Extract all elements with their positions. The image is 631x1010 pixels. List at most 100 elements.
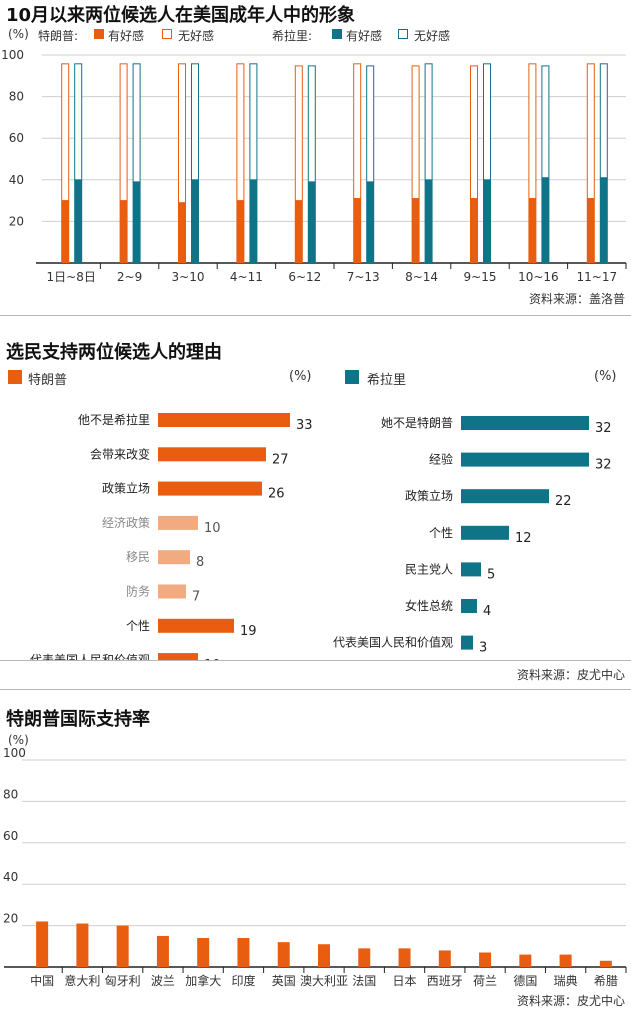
x-tick-label: 荷兰 (473, 974, 497, 988)
x-tick-label: 德国 (513, 973, 537, 988)
bar-clinton-unfavorable (541, 65, 550, 179)
legend-trump-label: 特朗普: (38, 29, 79, 43)
x-tick-label: 8~14 (405, 270, 438, 284)
bar-trump-unfavorable (61, 63, 70, 202)
bar-trump-favorable (178, 202, 186, 263)
value-label: 33 (296, 418, 313, 433)
bar-clinton-reason (461, 452, 589, 467)
bar-trump-unfavorable (528, 63, 537, 200)
chart2-right-unit: (%) (594, 369, 617, 384)
chart1-title: 10月以来两位候选人在美国成年人中的形象 (6, 5, 356, 26)
bar-trump-reason (158, 481, 262, 496)
x-tick-label: 2~9 (117, 270, 142, 284)
value-label: 10 (204, 521, 221, 536)
bar-clinton-unfavorable (366, 65, 375, 183)
y-tick-label: 40 (9, 173, 24, 187)
x-tick-label: 10~16 (518, 270, 559, 284)
category-label: 女性总统 (405, 598, 453, 613)
chart3-unit: (%) (8, 733, 29, 747)
category-label: 经验 (429, 452, 453, 467)
x-tick-label: 西班牙 (427, 974, 463, 988)
bar-clinton-favorable (541, 177, 550, 263)
bar-trump-reason (158, 550, 190, 565)
x-tick-label: 意大利 (64, 973, 100, 988)
bar-clinton-reason (461, 562, 481, 577)
chart2-title: 选民支持两位候选人的理由 (6, 342, 222, 363)
legend-trump-favorable-label: 有好感 (108, 29, 145, 43)
bar-clinton-favorable (424, 179, 433, 263)
bar-clinton-unfavorable (74, 63, 83, 181)
bar-trump-favorable (470, 198, 478, 263)
legend-clinton-header: 希拉里 (367, 373, 407, 388)
y-tick-label: 80 (3, 787, 18, 801)
bar-clinton-unfavorable (307, 65, 316, 183)
x-tick-label: 英国 (272, 974, 296, 988)
bar-clinton-unfavorable (132, 63, 141, 183)
y-tick-label: 80 (9, 90, 24, 104)
x-tick-label: 11~17 (577, 270, 618, 284)
legend-clinton-favorable-swatch (332, 29, 342, 39)
bar-clinton-reason (461, 599, 477, 613)
chart2-reasons: 他不是希拉里 33 会带来改变 27 政策立场 26 经济政策 10 移民 8 防务 7 个性 19 代表美… (30, 412, 612, 660)
x-tick-label: 澳大利亚 (300, 974, 348, 988)
bar-trump-reason (158, 653, 198, 660)
category-label: 会带来改变 (90, 446, 150, 461)
y-tick-label: 60 (3, 829, 18, 843)
value-label: 26 (268, 487, 285, 502)
value-label: 4 (483, 604, 491, 619)
category-label: 他不是希拉里 (78, 412, 150, 427)
x-tick-label: 瑞典 (554, 974, 578, 988)
x-tick-label: 希腊 (594, 973, 618, 988)
bar-support (398, 948, 411, 967)
category-label: 代表美国人民和价值观 (30, 652, 150, 660)
bar-clinton-reason (461, 489, 549, 504)
legend-clinton-swatch (345, 370, 359, 384)
legend-clinton-favorable-label: 有好感 (346, 29, 383, 43)
x-tick-label: 6~12 (288, 270, 321, 284)
value-label: 8 (196, 555, 204, 570)
chart1-source: 资料来源：盖洛普 (528, 292, 625, 306)
category-label: 个性 (126, 619, 150, 633)
chart3-title: 特朗普国际支持率 (6, 709, 150, 730)
bar-clinton-reason (461, 635, 473, 650)
bar-clinton-unfavorable (483, 63, 491, 181)
value-label: 5 (487, 567, 495, 582)
legend-trump-favorable-swatch (94, 29, 104, 39)
bar-trump-favorable (586, 198, 595, 263)
x-tick-label: 印度 (231, 973, 255, 988)
bar-trump-favorable (119, 200, 128, 263)
x-tick-label: 中国 (30, 973, 54, 988)
legend-clinton-unfavorable-label: 无好感 (414, 29, 451, 43)
y-tick-label: 60 (9, 131, 24, 145)
bar-trump-unfavorable (586, 63, 595, 200)
value-label: 27 (272, 452, 289, 467)
chart3-source: 资料来源：皮尤中心 (516, 994, 625, 1008)
chart3-international: 20 40 60 80 100 中国 意大利 匈牙利 波兰 加拿大 印度 英国 澳大利亚 法国 日本 西班牙荷… (3, 746, 627, 988)
bar-support (36, 921, 49, 967)
bar-trump-reason (158, 413, 290, 427)
bar-trump-favorable (353, 198, 362, 263)
value-label: 19 (240, 624, 257, 639)
bar-support (156, 935, 169, 967)
bar-support (559, 954, 572, 967)
category-label: 她不是特朗普 (381, 415, 453, 430)
value-label: 7 (192, 590, 200, 605)
y-tick-label: 40 (3, 870, 18, 884)
value-label: 10 (204, 658, 221, 660)
x-tick-label: 4~11 (230, 270, 263, 284)
value-label: 32 (595, 458, 612, 473)
divider-1 (0, 315, 631, 316)
x-tick-label: 7~13 (347, 270, 380, 284)
category-label: 政策立场 (405, 488, 453, 503)
bar-trump-unfavorable (411, 65, 420, 200)
bar-trump-unfavorable (353, 63, 362, 200)
bar-support (318, 944, 330, 967)
x-tick-label: 加拿大 (185, 973, 221, 988)
bar-trump-unfavorable (178, 63, 186, 204)
bar-support (599, 960, 612, 967)
bar-clinton-unfavorable (191, 63, 199, 181)
chart2-left-unit: (%) (289, 369, 312, 384)
value-label: 12 (515, 531, 532, 546)
bar-clinton-reason (461, 416, 589, 430)
x-tick-label: 匈牙利 (105, 974, 141, 988)
